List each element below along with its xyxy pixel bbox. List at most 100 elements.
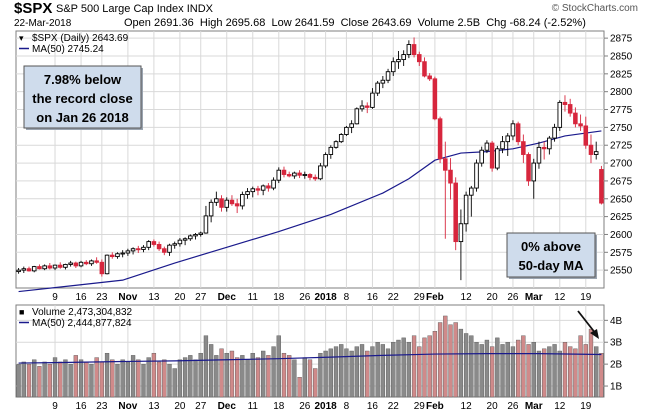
candle-body-up xyxy=(214,198,219,203)
volume-bar xyxy=(396,339,401,398)
annotation-text: on Jan 26 2018 xyxy=(36,110,129,125)
candle-body-up xyxy=(130,248,136,252)
volume-bar xyxy=(26,363,32,398)
price-tick-label: 2550 xyxy=(610,266,633,277)
candle-body-down xyxy=(136,248,141,251)
candle-body-up xyxy=(349,123,354,128)
candle-body-up xyxy=(531,162,537,182)
candle-body-down xyxy=(411,44,417,56)
candle-body-down xyxy=(73,262,79,267)
volume-bar xyxy=(526,344,531,398)
volume-bar xyxy=(568,346,573,398)
volume-bar xyxy=(302,357,307,398)
volume-bar xyxy=(531,342,536,398)
candle-body-up xyxy=(328,146,334,155)
candle-body-up xyxy=(495,148,500,169)
volume-bar xyxy=(547,346,552,398)
price-x-tick-label: 16 xyxy=(367,292,379,303)
candle-body-up xyxy=(484,142,490,151)
candle-body-up xyxy=(406,44,412,56)
price-x-tick-label: 12 xyxy=(554,292,566,303)
volume-bar xyxy=(401,337,406,398)
candle-body-up xyxy=(505,135,511,143)
volume-x-tick-label: Feb xyxy=(426,401,444,412)
volume-bar xyxy=(328,348,333,398)
volume-bar xyxy=(115,363,120,398)
volume-bar xyxy=(594,346,599,398)
volume-bar xyxy=(146,357,151,398)
candle-body-up xyxy=(42,265,47,270)
annotation-text: 0% above xyxy=(521,239,581,254)
candle-body-up xyxy=(21,268,27,271)
volume-bar xyxy=(354,346,359,398)
candle-body-down xyxy=(151,241,157,245)
candle-body-down xyxy=(109,254,115,258)
candle-body-down xyxy=(297,172,302,176)
volume-bar xyxy=(125,361,131,398)
volume-bar xyxy=(167,363,172,398)
candle-body-down xyxy=(417,54,422,63)
volume-bar xyxy=(156,361,162,398)
volume-bar xyxy=(261,350,266,398)
volume-bar xyxy=(52,357,58,398)
candle-body-up xyxy=(250,188,256,193)
candle-body-down xyxy=(443,158,448,171)
volume-bar xyxy=(443,315,448,398)
candle-body-up xyxy=(120,252,125,255)
low-value: 2641.59 xyxy=(294,17,335,29)
volume-bar xyxy=(266,355,271,398)
price-x-tick-label: Dec xyxy=(218,292,237,303)
ticker-symbol: $SPX xyxy=(14,0,53,17)
legend-marker: ■ xyxy=(19,307,24,317)
candle-body-down xyxy=(156,244,162,250)
volume-bar xyxy=(583,344,588,398)
candle-body-up xyxy=(547,137,552,150)
volume-bar xyxy=(99,361,105,398)
volume-bar xyxy=(16,363,21,398)
candle-body-up xyxy=(359,105,365,110)
candle-body-down xyxy=(99,261,105,275)
candle-body-up xyxy=(182,238,188,241)
volume-x-tick-label: Mar xyxy=(525,401,543,412)
volume-bar xyxy=(427,335,432,398)
volume-bar xyxy=(250,352,255,398)
price-x-tick-label: 26 xyxy=(507,292,519,303)
price-tick-label: 2675 xyxy=(610,176,633,187)
volume-bar xyxy=(333,346,339,398)
volume-bar xyxy=(89,363,94,398)
volume-x-tick-label: 16 xyxy=(367,401,379,412)
price-x-tick-label: Feb xyxy=(426,292,444,303)
annotation-box xyxy=(506,232,596,278)
candle-body-down xyxy=(567,104,573,114)
candle-body-up xyxy=(125,250,131,254)
volume-bar xyxy=(536,350,542,398)
volume-bar xyxy=(469,335,474,398)
volume-bar xyxy=(474,342,479,398)
volume-tick-label: 1B xyxy=(610,382,623,393)
candle-body-up xyxy=(552,126,557,139)
candle-body-up xyxy=(338,134,344,143)
candle-body-up xyxy=(276,169,282,181)
volume-bar xyxy=(313,368,318,398)
legend-entry: Volume 2,473,304,832 xyxy=(32,307,133,318)
price-x-tick-label: Nov xyxy=(118,292,137,303)
candle-body-down xyxy=(427,75,432,80)
annotation-text: 7.98% below xyxy=(44,72,122,87)
volume-bar xyxy=(110,359,115,398)
candle-body-up xyxy=(302,174,308,176)
candle-body-up xyxy=(500,141,505,150)
candle-body-up xyxy=(89,260,94,265)
volume-bar xyxy=(63,359,68,398)
volume-bar xyxy=(359,344,365,398)
low-label: Low xyxy=(271,17,292,29)
volume-ma50-line xyxy=(18,353,602,364)
candle-body-up xyxy=(474,162,479,189)
volume-x-tick-label: 2018 xyxy=(314,401,337,412)
candle-body-up xyxy=(188,235,193,240)
candle-body-up xyxy=(16,269,21,273)
candle-body-up xyxy=(224,199,230,208)
price-x-tick-label: 13 xyxy=(148,292,160,303)
candle-body-up xyxy=(271,179,276,189)
volume-bar xyxy=(276,335,281,398)
candle-body-up xyxy=(385,71,391,81)
